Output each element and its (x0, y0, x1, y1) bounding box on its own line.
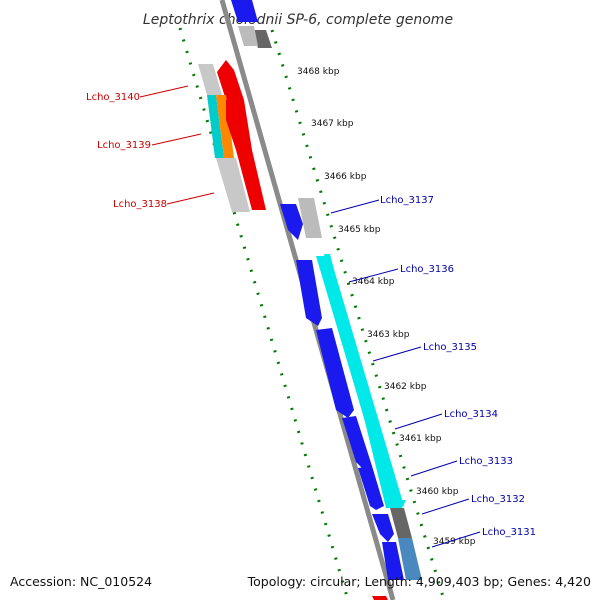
svg-text:Lcho_3138: Lcho_3138 (113, 199, 167, 210)
gene-lcho-3133[interactable] (358, 466, 384, 510)
gene-lcho-3135[interactable] (296, 260, 354, 418)
gene-lcho-3138[interactable] (216, 150, 266, 212)
label-reverse[interactable]: Lcho_3138 (113, 192, 215, 210)
svg-text:Lcho_3139: Lcho_3139 (97, 140, 151, 151)
svg-text:Lcho_3133: Lcho_3133 (459, 456, 513, 467)
gene-lcho-3131[interactable] (382, 538, 422, 580)
genome-summary-text: Topology: circular; Length: 4,909,403 bp… (247, 574, 591, 589)
tick-track-outer (178, 27, 350, 600)
gene-bottom-partial[interactable] (372, 596, 388, 600)
svg-text:Lcho_3131: Lcho_3131 (482, 527, 536, 538)
gene-lcho-3136[interactable] (314, 254, 406, 508)
label-forward[interactable]: Lcho_3137 (330, 195, 434, 214)
label-forward[interactable]: Lcho_3133 (410, 456, 513, 477)
scale-label: 3464 kbp (352, 277, 395, 287)
scale-label: 3462 kbp (384, 382, 427, 392)
gene-lcho-3137[interactable] (280, 198, 322, 240)
scale-label: 3467 kbp (311, 119, 354, 129)
scale-label: 3466 kbp (324, 172, 367, 182)
gene-top-partial[interactable] (231, 0, 272, 48)
map-title: Leptothrix cholodnii SP-6, complete geno… (143, 12, 453, 28)
scale-label: 3461 kbp (399, 434, 442, 444)
scale-label: 3463 kbp (367, 330, 410, 340)
label-forward[interactable]: Lcho_3136 (348, 264, 454, 283)
scale-label: 3465 kbp (338, 225, 381, 235)
scale-label: 3468 kbp (297, 67, 340, 77)
accession-text: Accession: NC_010524 (10, 574, 153, 589)
tick-track-inner (270, 29, 446, 600)
scale-label: 3459 kbp (433, 537, 476, 547)
gene-lcho-3132[interactable] (372, 508, 412, 542)
gene-lcho-3140[interactable] (198, 60, 244, 100)
label-reverse[interactable]: Lcho_3139 (97, 133, 202, 151)
svg-text:Lcho_3136: Lcho_3136 (400, 264, 454, 275)
svg-text:Lcho_3134: Lcho_3134 (444, 409, 498, 420)
gene-lcho-3134[interactable] (342, 416, 372, 470)
label-forward[interactable]: Lcho_3135 (372, 342, 477, 362)
svg-text:Lcho_3137: Lcho_3137 (380, 195, 434, 206)
label-forward[interactable]: Lcho_3131 (431, 527, 536, 548)
label-forward[interactable]: Lcho_3132 (421, 494, 525, 515)
svg-text:Lcho_3140: Lcho_3140 (86, 92, 140, 103)
svg-text:Lcho_3132: Lcho_3132 (471, 494, 525, 505)
svg-text:Lcho_3135: Lcho_3135 (423, 342, 477, 353)
label-reverse[interactable]: Lcho_3140 (86, 85, 189, 103)
gene-lcho-3139[interactable] (207, 95, 252, 158)
scale-label: 3460 kbp (416, 487, 459, 497)
label-forward[interactable]: Lcho_3134 (394, 409, 498, 430)
